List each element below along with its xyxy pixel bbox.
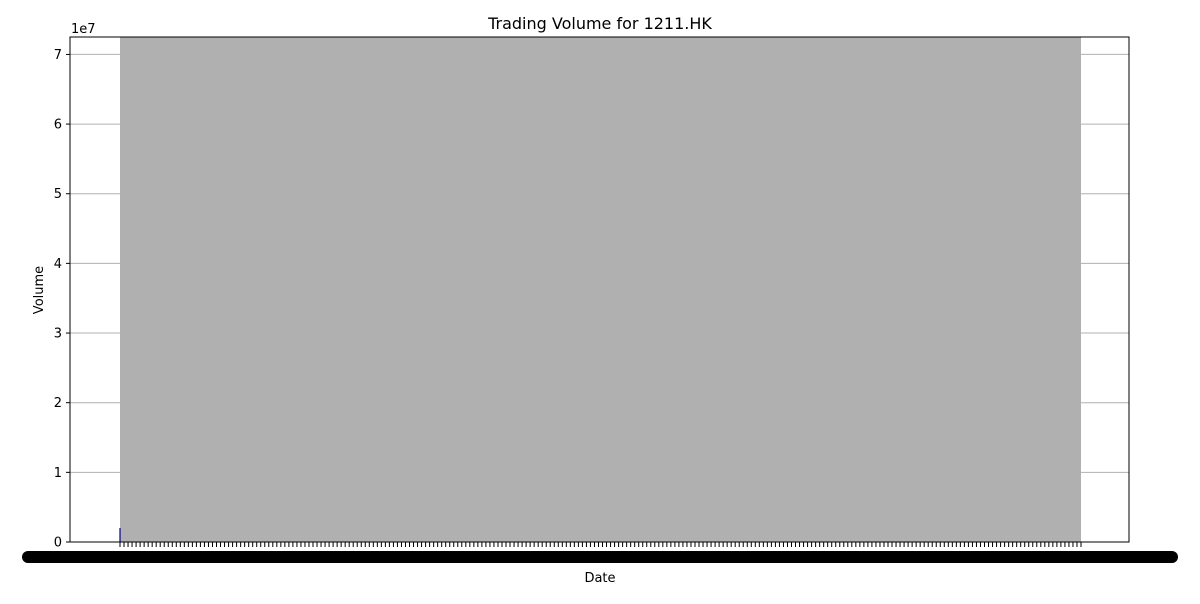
x-axis-label: Date bbox=[584, 571, 615, 586]
y-scale-offset-label: 1e7 bbox=[71, 22, 96, 37]
bar-mass bbox=[120, 37, 1081, 542]
y-tick-label-7: 7 bbox=[54, 48, 62, 63]
y-axis-ticks: 0 1 2 3 4 5 6 7 bbox=[54, 48, 70, 551]
y-tick-label-6: 6 bbox=[54, 118, 62, 133]
y-axis-label: Volume bbox=[32, 266, 47, 314]
y-tick-label-2: 2 bbox=[54, 396, 62, 411]
axes bbox=[69, 36, 1130, 543]
y-tick-label-0: 0 bbox=[54, 536, 62, 551]
plot-frame bbox=[69, 36, 1130, 543]
y-tick-label-1: 1 bbox=[54, 466, 62, 481]
y-tick-label-3: 3 bbox=[54, 327, 62, 342]
x-axis-ticks bbox=[22, 542, 1178, 563]
y-tick-label-5: 5 bbox=[54, 187, 62, 202]
chart-title: Trading Volume for 1211.HK bbox=[487, 14, 712, 33]
x-tick-labels-overlapped bbox=[22, 551, 1178, 563]
y-tick-label-4: 4 bbox=[54, 257, 62, 272]
bars bbox=[119, 37, 1081, 542]
